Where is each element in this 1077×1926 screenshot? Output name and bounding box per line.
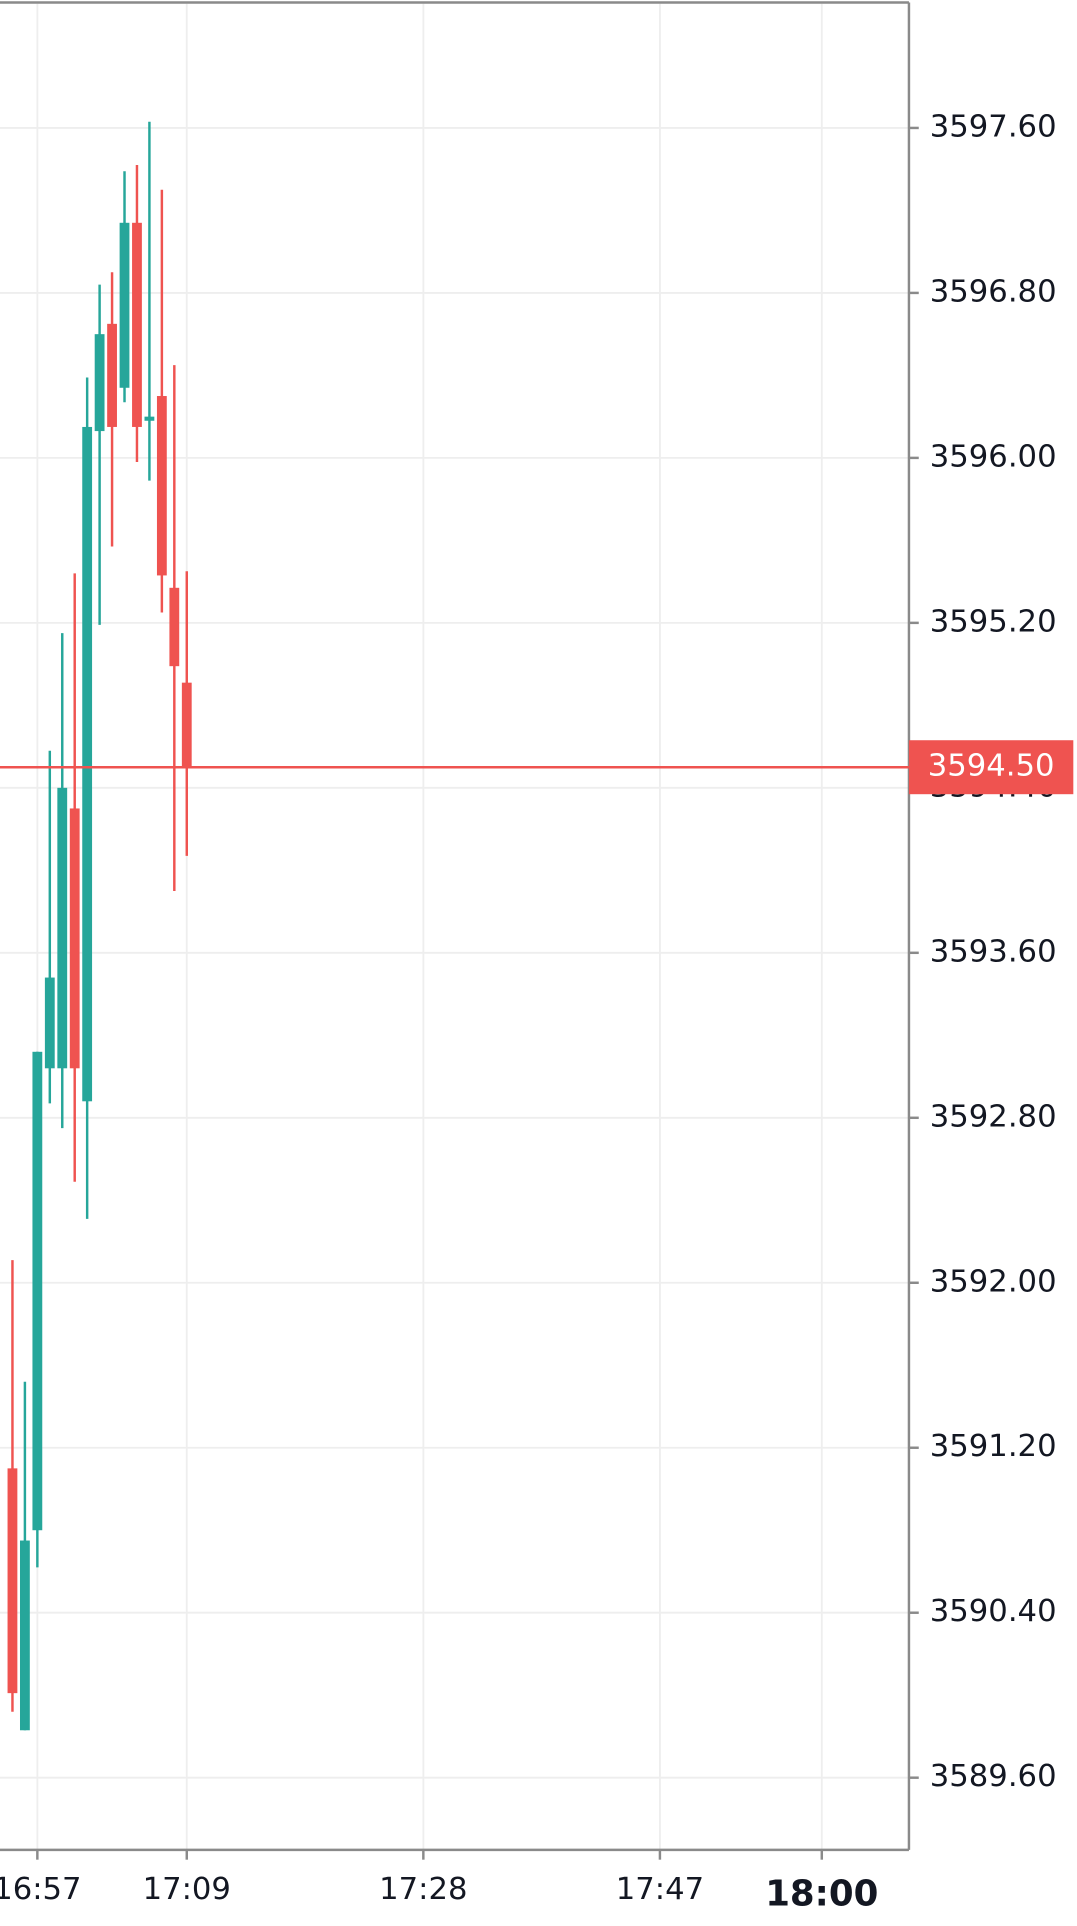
y-tick-label: 3593.60 bbox=[930, 934, 1057, 969]
y-tick-label: 3595.20 bbox=[930, 604, 1057, 639]
candle-body bbox=[19, 1540, 30, 1731]
candle-body bbox=[69, 808, 80, 1069]
candle-body bbox=[107, 323, 117, 427]
candle-body bbox=[169, 587, 180, 667]
last-price-label: 3594.50 bbox=[928, 749, 1055, 784]
y-tick-label: 3592.80 bbox=[930, 1099, 1057, 1134]
grid bbox=[0, 3, 909, 1850]
candle-body bbox=[7, 1468, 18, 1694]
x-tick-label: 17:47 bbox=[616, 1872, 704, 1907]
x-tick-label: 18:00 bbox=[765, 1873, 878, 1914]
candle-body bbox=[132, 222, 142, 427]
y-tick-label: 3590.40 bbox=[930, 1594, 1057, 1629]
last-price: 3594.50 bbox=[0, 740, 1074, 795]
y-tick-label: 3597.60 bbox=[930, 109, 1057, 144]
x-tick-label: 17:28 bbox=[379, 1872, 467, 1907]
candle-body bbox=[156, 396, 167, 576]
candle-body bbox=[144, 416, 155, 421]
last-price-tag bbox=[908, 740, 1074, 795]
y-tick-label: 3596.80 bbox=[930, 274, 1057, 309]
y-tick-label: 3596.00 bbox=[930, 439, 1057, 474]
candle-body bbox=[181, 682, 192, 768]
candles bbox=[7, 121, 192, 1731]
candle-body bbox=[119, 222, 130, 388]
candle-body bbox=[82, 426, 93, 1102]
candle-body bbox=[94, 334, 105, 432]
candle-body bbox=[32, 1051, 43, 1531]
x-tick-label: 17:09 bbox=[143, 1872, 231, 1907]
candle-body bbox=[57, 787, 68, 1069]
x-tick-label: 16:57 bbox=[0, 1872, 82, 1907]
y-tick-label: 3591.20 bbox=[930, 1429, 1057, 1464]
y-tick-label: 3589.60 bbox=[930, 1759, 1057, 1794]
y-tick-label: 3592.00 bbox=[930, 1264, 1057, 1299]
frame bbox=[0, 1, 911, 1852]
candle-body bbox=[44, 977, 55, 1069]
